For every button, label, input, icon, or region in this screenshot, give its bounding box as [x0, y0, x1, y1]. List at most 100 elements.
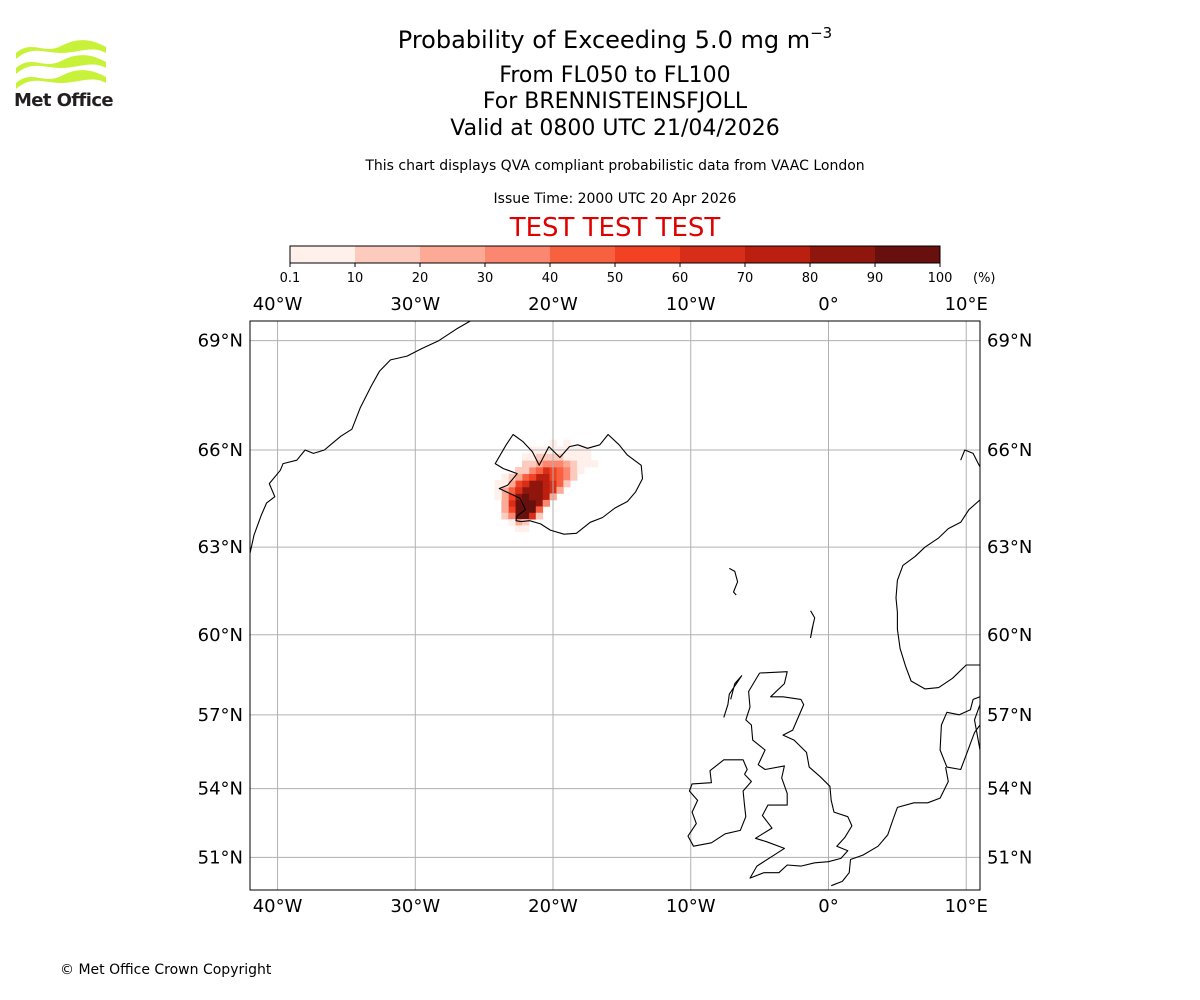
met-office-waves-logo-icon — [16, 40, 106, 89]
probability-cell — [590, 460, 599, 468]
colorbar-tick-label: 100 — [928, 271, 953, 286]
probability-cell — [563, 439, 571, 447]
longitude-label-top: 0° — [818, 294, 838, 315]
probability-colorbar: 0.1 10 20 30 40 50 60 70 80 90 100 (%) — [280, 245, 996, 286]
probability-cell — [528, 499, 537, 507]
latitude-label-right: 69°N — [987, 331, 1032, 352]
coastline-faroe — [729, 567, 739, 596]
probability-cell — [522, 525, 530, 533]
probability-cell — [584, 460, 592, 468]
probability-cell — [556, 473, 564, 481]
probability-cell — [563, 453, 571, 461]
coastline-shetland — [810, 610, 816, 639]
probability-cell — [501, 493, 509, 501]
probability-cell — [535, 466, 544, 475]
latitude-label-right: 66°N — [987, 440, 1032, 461]
longitude-label-bottom: 20°W — [528, 896, 578, 917]
probability-cell — [515, 499, 523, 507]
coastline-norway_north — [960, 449, 980, 468]
colorbar-bin — [810, 246, 876, 263]
probability-cell — [535, 486, 544, 494]
probability-cell — [528, 473, 537, 481]
probability-cell — [563, 473, 571, 481]
probability-cell — [528, 466, 537, 475]
probability-cell — [535, 506, 544, 514]
source-note: This chart displays QVA compliant probab… — [365, 158, 865, 174]
colorbar-tick-label: 0.1 — [280, 271, 301, 286]
colorbar-tick-label: 90 — [867, 271, 884, 286]
axis-labels: 40°W 40°W 30°W 30°W 20°W 20°W 10°W 10°W 0° 0° 10°E… — [198, 294, 1033, 917]
coastline-ireland — [687, 759, 752, 847]
probability-cell — [563, 466, 571, 475]
probability-cell — [535, 493, 544, 501]
latitude-label-right: 54°N — [987, 779, 1032, 800]
probability-cell — [563, 460, 571, 468]
probability-cell — [584, 453, 592, 461]
probability-cell — [542, 486, 550, 494]
colorbar-bin — [745, 246, 811, 263]
probability-cell — [501, 486, 509, 494]
colorbar-bin — [420, 246, 486, 263]
probability-cell — [528, 493, 537, 501]
probability-cell — [515, 506, 523, 514]
probability-cell — [528, 453, 537, 461]
chart-title-exponent: −3 — [810, 24, 833, 42]
logo-text: Met Office — [14, 90, 114, 111]
probability-cell — [494, 486, 502, 494]
probability-cell — [515, 466, 523, 475]
colorbar-tick-label: 80 — [802, 271, 819, 286]
latitude-label-right: 63°N — [987, 537, 1032, 558]
longitude-label-top: 40°W — [253, 294, 303, 315]
chart-title: Probability of Exceeding 5.0 mg m−3 — [300, 24, 930, 55]
coastline-norway — [895, 499, 980, 690]
probability-cell — [542, 466, 550, 475]
probability-cell — [515, 493, 523, 501]
colorbar-bin — [485, 246, 551, 263]
colorbar-tick-label: 60 — [672, 271, 689, 286]
latitude-label-left: 66°N — [198, 440, 243, 461]
probability-cell — [556, 460, 564, 468]
probability-cell — [528, 506, 537, 514]
probability-cell — [528, 480, 537, 488]
colorbar-unit-label: (%) — [973, 271, 996, 286]
probability-field — [494, 439, 599, 533]
latitude-label-right: 51°N — [987, 847, 1032, 868]
latitude-label-left: 57°N — [198, 705, 243, 726]
issue-time: Issue Time: 2000 UTC 20 Apr 2026 — [493, 191, 737, 207]
longitude-label-bottom: 40°W — [253, 896, 303, 917]
longitude-label-top: 10°W — [666, 294, 716, 315]
probability-cell — [542, 460, 550, 468]
probability-cell — [508, 473, 516, 481]
coastline-continent — [831, 766, 949, 887]
probability-cell — [515, 480, 523, 488]
longitude-label-top: 10°E — [945, 294, 988, 315]
colorbar-tick-label: 50 — [607, 271, 624, 286]
latitude-label-left: 51°N — [198, 847, 243, 868]
latitude-label-left: 54°N — [198, 779, 243, 800]
probability-cell — [570, 466, 578, 475]
probability-cell — [508, 506, 516, 514]
probability-cell — [535, 473, 544, 481]
probability-cell — [522, 466, 530, 475]
valid-time: Valid at 0800 UTC 21/04/2026 — [450, 116, 780, 141]
test-banner: TEST TEST TEST — [509, 213, 721, 243]
probability-cell — [501, 499, 509, 507]
probability-cell — [522, 460, 530, 468]
colorbar-tick-label: 20 — [412, 271, 429, 286]
latitude-label-left: 63°N — [198, 537, 243, 558]
probability-cell — [508, 512, 516, 520]
colorbar-bin — [290, 246, 356, 263]
chart-title-text: Probability of Exceeding 5.0 mg m — [397, 26, 811, 54]
colorbar-bin — [875, 246, 941, 263]
probability-cell — [542, 453, 550, 461]
probability-cell — [501, 512, 509, 520]
latitude-label-right: 60°N — [987, 625, 1032, 646]
probability-cell — [542, 499, 550, 507]
probability-cell — [542, 493, 550, 501]
coastline-sweden — [973, 704, 980, 751]
map-frame — [249, 320, 981, 891]
latitude-label-left: 69°N — [198, 331, 243, 352]
probability-cell — [542, 480, 550, 488]
colorbar-bin — [355, 246, 421, 263]
probability-cell — [522, 512, 530, 520]
